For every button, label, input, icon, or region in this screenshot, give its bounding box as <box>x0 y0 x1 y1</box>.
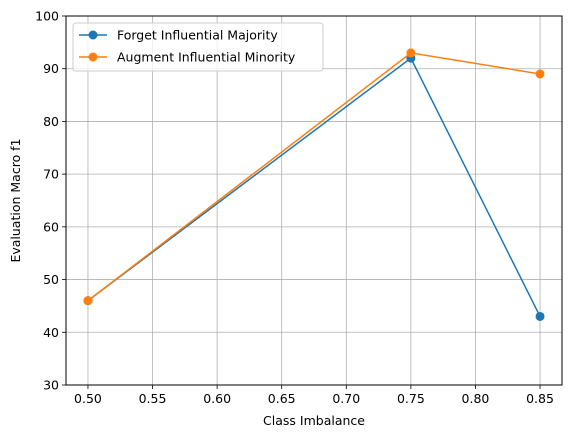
y-tick-label: 90 <box>43 61 59 76</box>
y-axis-label: Evaluation Macro f1 <box>8 138 23 262</box>
axes-frame <box>65 15 563 386</box>
x-tick-label: 0.85 <box>526 391 554 406</box>
y-tick-label: 80 <box>43 114 59 129</box>
legend-label-1: Forget Influential Majority <box>117 28 278 43</box>
plot-area <box>83 48 545 321</box>
legend: Forget Influential Majority Augment Influ… <box>72 22 324 72</box>
legend-box <box>72 22 324 72</box>
y-tick-label: 70 <box>43 167 59 182</box>
x-tick-label: 0.70 <box>332 391 360 406</box>
x-tick-label: 0.65 <box>268 391 296 406</box>
x-tick-label: 0.50 <box>74 391 102 406</box>
axis-ticks: 0.50 0.55 0.60 0.65 0.70 0.75 0.80 0.85 30 40 50 60… <box>35 9 554 407</box>
x-tick-label: 0.55 <box>139 391 167 406</box>
legend-label-2: Augment Influential Minority <box>117 50 296 65</box>
data-point-series-2 <box>83 296 93 306</box>
legend-marker-1 <box>88 30 98 40</box>
x-tick-label: 0.80 <box>462 391 490 406</box>
y-tick-label: 100 <box>35 9 59 24</box>
y-tick-label: 30 <box>43 378 59 393</box>
x-axis-label: Class Imbalance <box>263 413 365 428</box>
y-tick-label: 60 <box>43 219 59 234</box>
data-point-series-1 <box>535 311 545 321</box>
y-tick-label: 40 <box>43 325 59 340</box>
x-tick-label: 0.75 <box>397 391 425 406</box>
data-point-series-2 <box>535 69 545 79</box>
x-tick-label: 0.60 <box>203 391 231 406</box>
y-tick-label: 50 <box>43 272 59 287</box>
data-point-series-2 <box>406 48 416 58</box>
legend-marker-2 <box>88 52 98 62</box>
